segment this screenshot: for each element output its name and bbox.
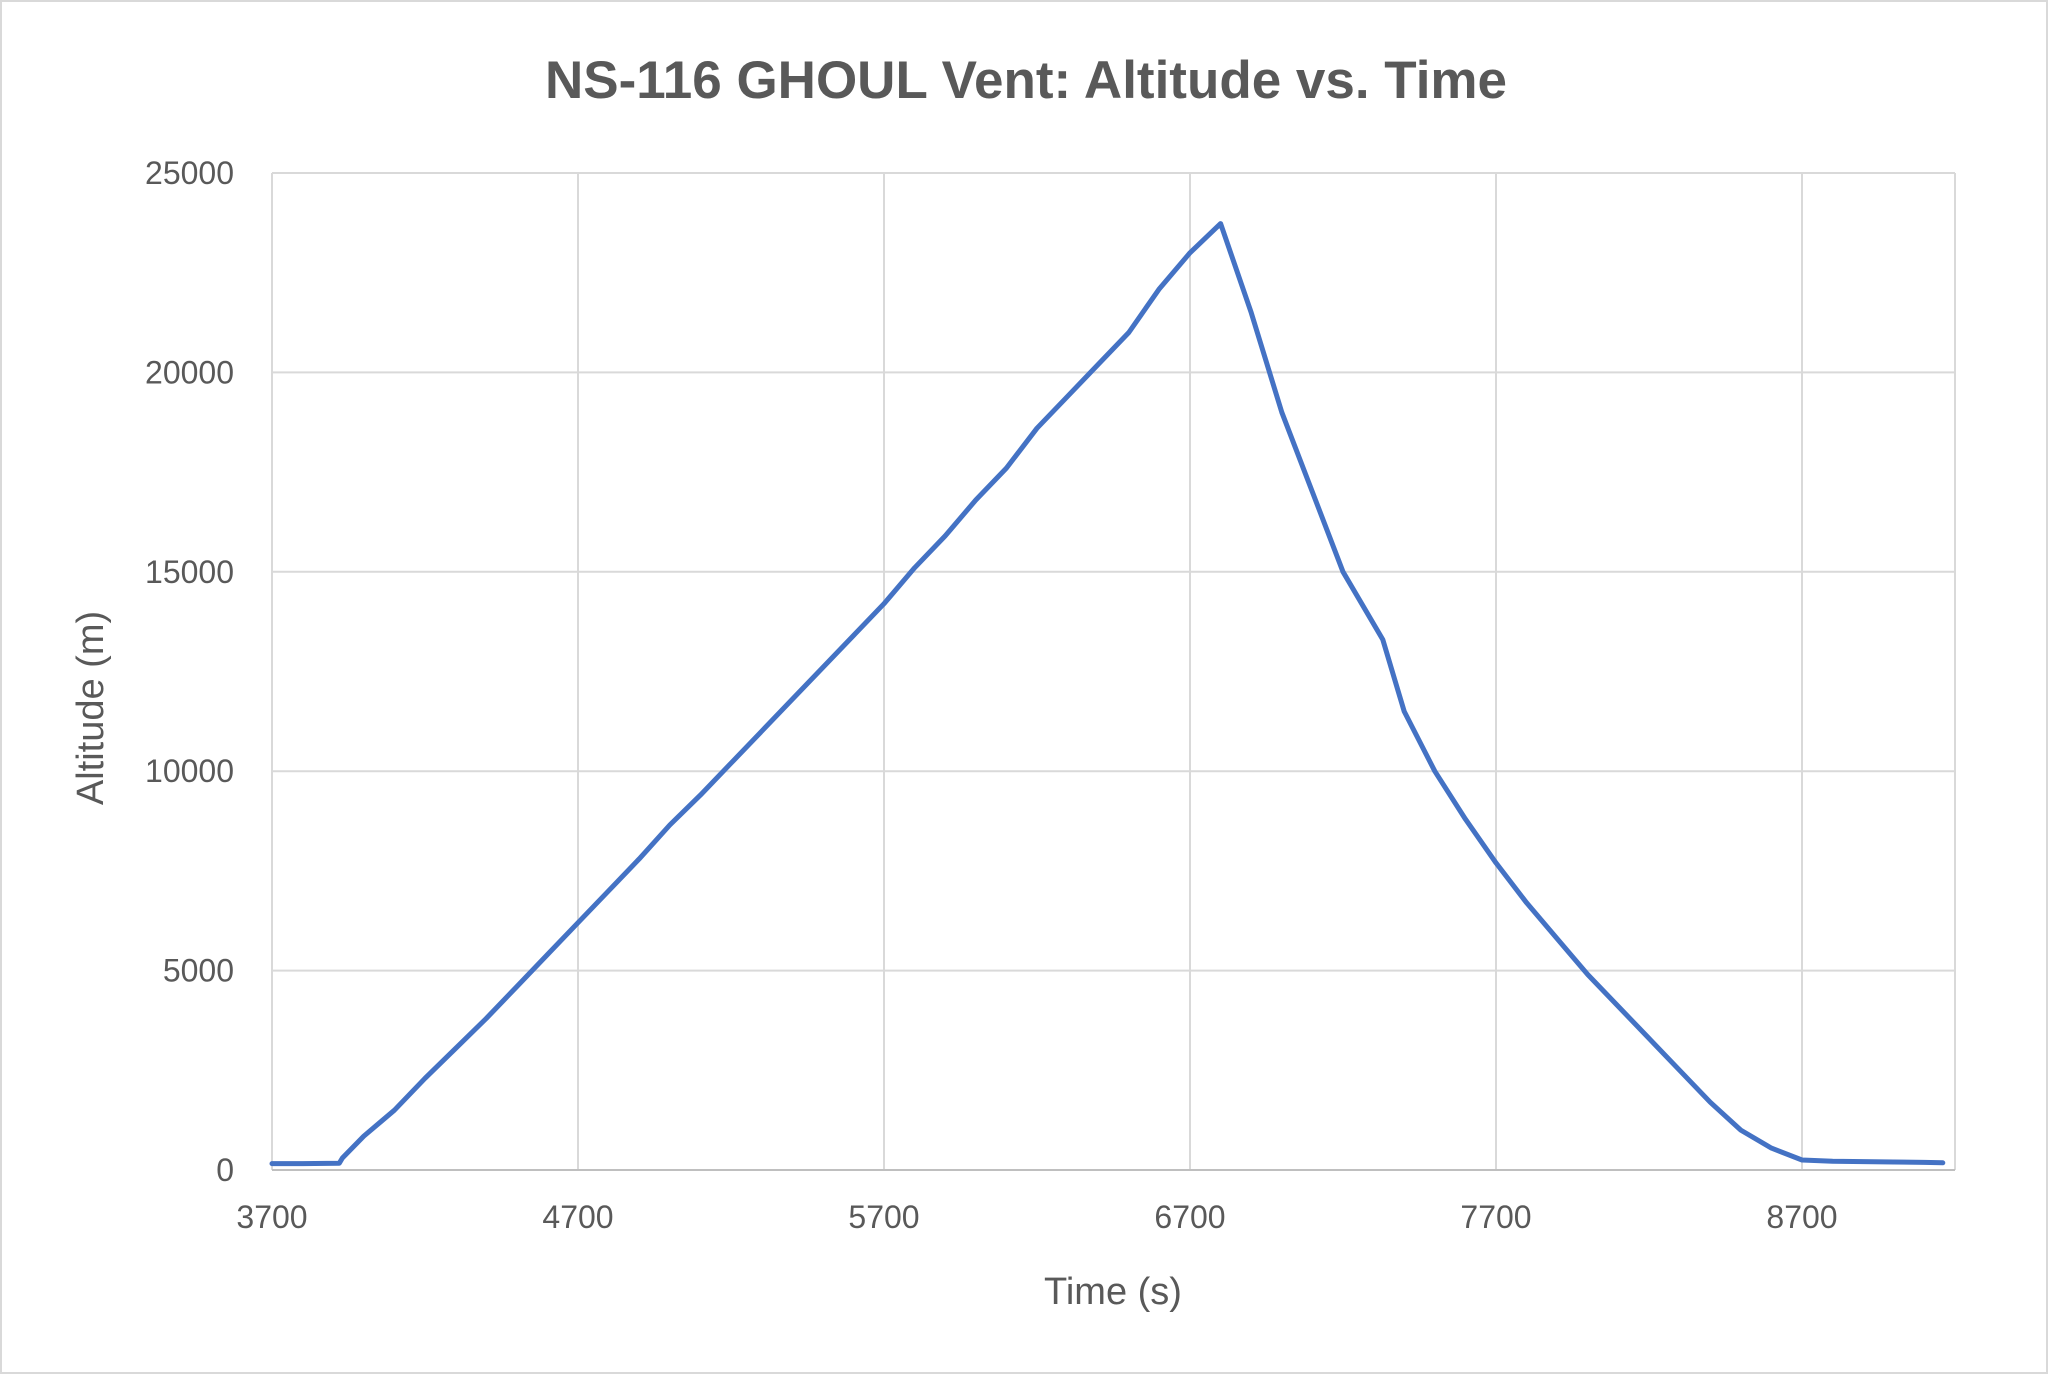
- x-tick-label: 4700: [542, 1199, 613, 1235]
- y-tick-label: 20000: [145, 354, 234, 390]
- y-tick-label: 5000: [163, 953, 234, 989]
- x-tick-label: 7700: [1460, 1199, 1531, 1235]
- y-axis-title: Altitude (m): [70, 611, 112, 805]
- x-tick-label: 8700: [1766, 1199, 1837, 1235]
- y-tick-label: 0: [216, 1152, 234, 1188]
- y-tick-label: 15000: [145, 554, 234, 590]
- altitude-series-line: [269, 221, 1946, 1167]
- y-tick-label: 10000: [145, 753, 234, 789]
- x-axis-title: Time (s): [1044, 1271, 1182, 1313]
- x-tick-label: 5700: [848, 1199, 919, 1235]
- x-tick-label: 3700: [236, 1199, 307, 1235]
- tick-labels: 0 5000 10000 15000 20000 25000 3700 4700 5700 670…: [145, 155, 1838, 1235]
- series-layer: [269, 221, 1946, 1167]
- x-tick-label: 6700: [1154, 1199, 1225, 1235]
- chart-title: NS-116 GHOUL Vent: Altitude vs. Time: [545, 51, 1507, 110]
- gridlines: [271, 172, 1956, 1170]
- y-tick-label: 25000: [145, 155, 234, 191]
